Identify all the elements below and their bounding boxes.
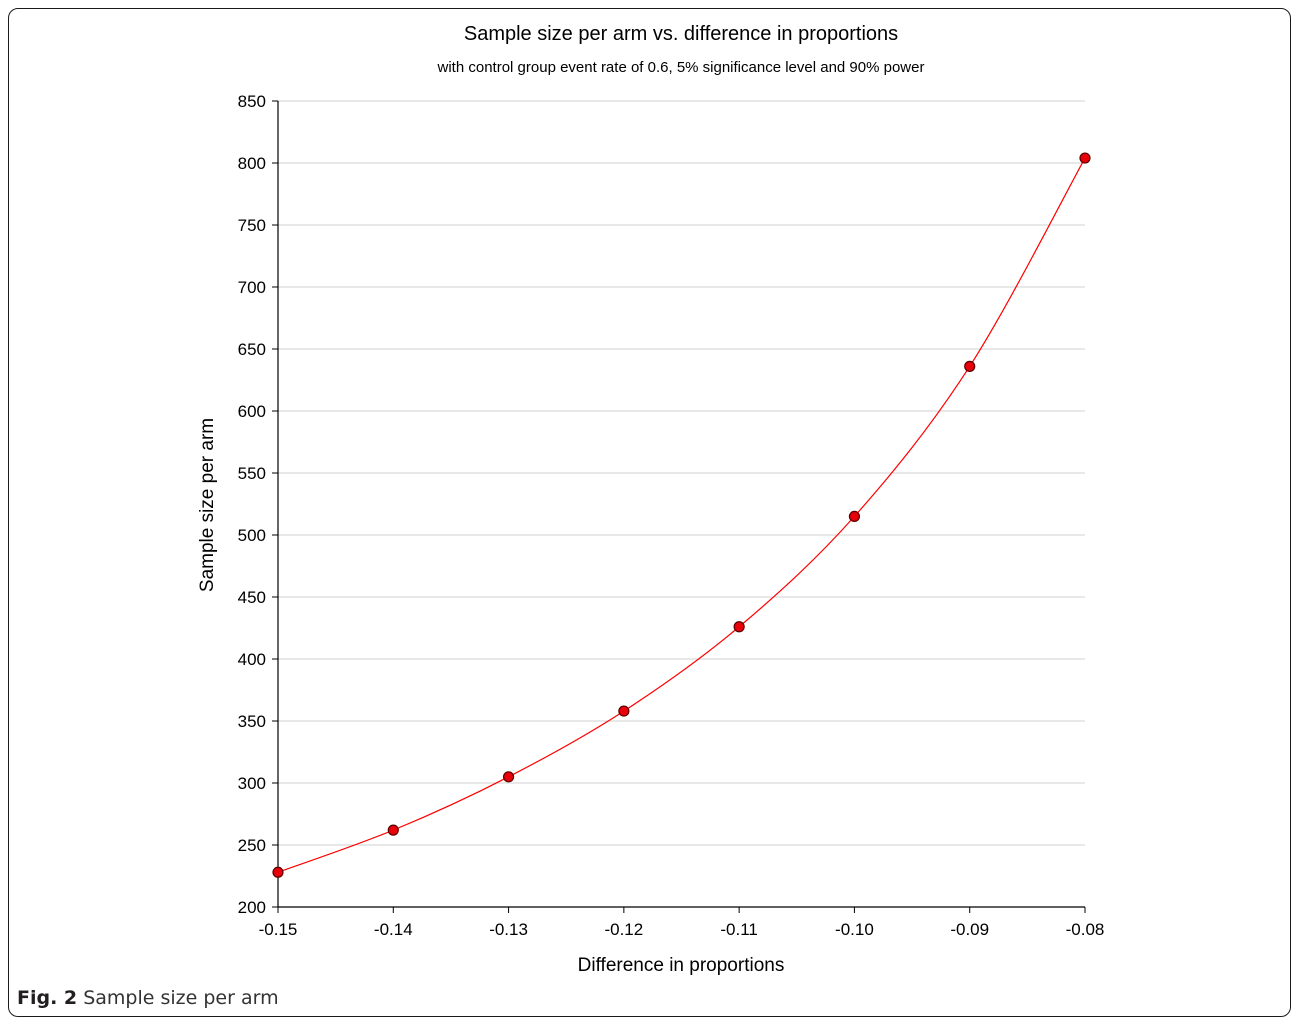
x-tick-label: -0.15	[259, 920, 298, 939]
data-point	[848, 510, 861, 523]
y-tick-label: 700	[238, 278, 266, 297]
y-tick-label: 450	[238, 588, 266, 607]
figure-frame	[8, 8, 1291, 1017]
y-tick-label: 800	[238, 154, 266, 173]
data-point	[272, 866, 284, 878]
data-point	[733, 621, 745, 633]
x-tick-label: -0.14	[374, 920, 413, 939]
y-tick-label: 300	[238, 774, 266, 793]
data-point	[502, 771, 515, 783]
figure-caption-text: Sample size per arm	[83, 987, 279, 1009]
y-tick-label: 500	[238, 526, 266, 545]
grid-lines	[278, 100, 1085, 846]
y-tick-label: 550	[238, 464, 266, 483]
y-tick-label: 750	[238, 216, 266, 235]
data-point	[964, 360, 976, 372]
chart-title: Sample size per arm vs. difference in pr…	[464, 23, 898, 45]
data-point	[618, 705, 630, 717]
line-chart: Sample size per arm vs. difference in pr…	[197, 23, 1105, 976]
y-tick-label: 600	[238, 402, 266, 421]
y-tick-label: 200	[238, 898, 266, 917]
x-tick-label: -0.13	[489, 920, 528, 939]
x-tick-label: -0.10	[835, 920, 874, 939]
y-axis-label: Sample size per arm	[197, 418, 218, 592]
y-tick-label: 250	[238, 836, 266, 855]
data-points	[272, 152, 1091, 878]
chart-subtitle: with control group event rate of 0.6, 5%…	[437, 59, 925, 76]
series-line	[277, 157, 1086, 873]
figure-caption-label: Fig. 2	[17, 987, 78, 1009]
x-tick-label: -0.09	[950, 920, 989, 939]
x-tick-label: -0.12	[604, 920, 643, 939]
y-tick-label: 650	[238, 340, 266, 359]
y-tick-label: 850	[238, 92, 266, 111]
data-point	[1079, 152, 1091, 164]
figure-caption: Fig. 2 Sample size per arm	[17, 987, 279, 1009]
x-axis-ticks: -0.15 -0.14 -0.13 -0.12 -0.11 -0.10 -0.09 -0.08	[259, 907, 1105, 939]
axes	[277, 101, 1085, 908]
x-axis-label: Difference in proportions	[578, 955, 785, 976]
x-tick-label: -0.08	[1066, 920, 1105, 939]
x-tick-label: -0.11	[720, 920, 758, 939]
y-tick-label: 400	[238, 650, 266, 669]
y-tick-label: 350	[238, 712, 266, 731]
data-point	[387, 824, 399, 836]
y-axis-ticks: 200 250 300 350 400 450 500 550 600 650 700 750 800 8…	[238, 92, 278, 917]
